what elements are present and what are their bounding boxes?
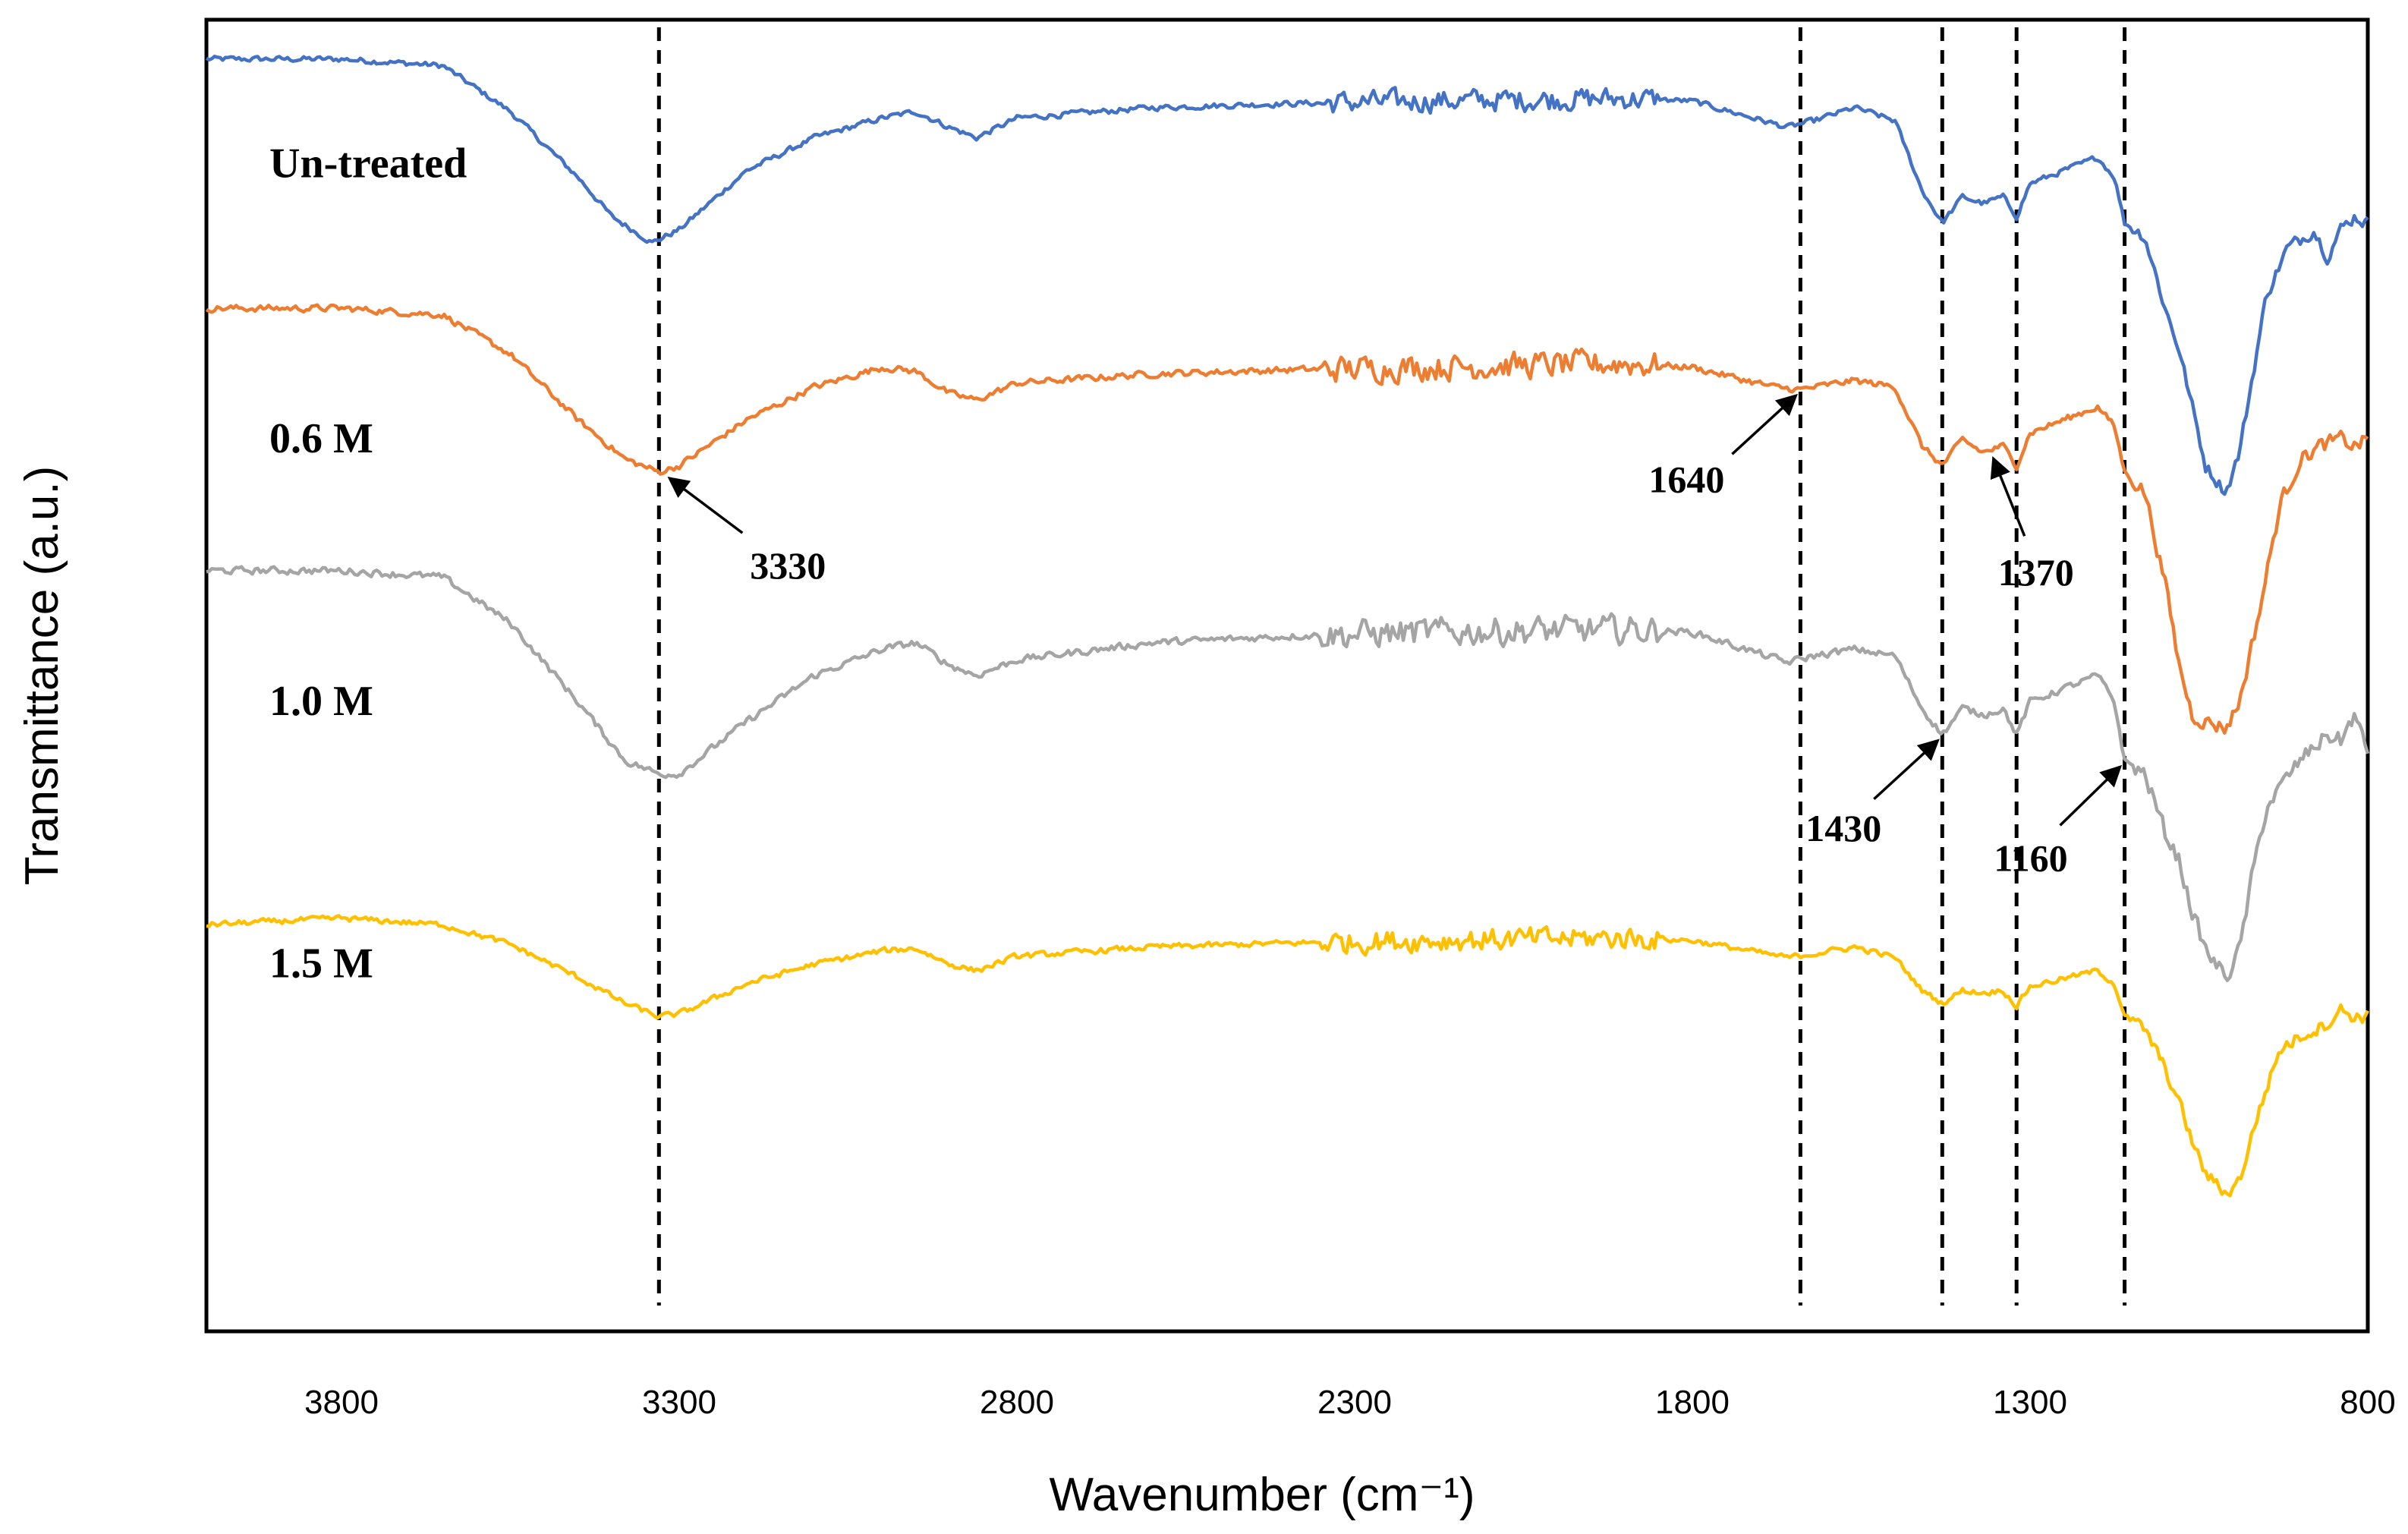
series-label-un-treated: Un-treated — [269, 140, 467, 187]
x-tick-label-2300: 2300 — [1317, 1384, 1392, 1421]
x-tick-label-3800: 3800 — [304, 1384, 379, 1421]
series-label-0-6-m: 0.6 M — [269, 415, 373, 462]
annotation-label-1430: 1430 — [1805, 807, 1881, 849]
series-line-1-5-m — [206, 914, 2370, 1198]
x-tick-label-2800: 2800 — [980, 1384, 1054, 1421]
plot-frame — [204, 17, 2370, 1334]
annotation-label-1160: 1160 — [1994, 836, 2067, 879]
annotations: 3330 1640 1370 1430 1160 — [667, 393, 2123, 879]
series-line-0-6-m — [205, 303, 2369, 735]
series-label-1-0-m: 1.0 M — [269, 678, 373, 725]
x-tick-label-1800: 1800 — [1655, 1384, 1730, 1421]
annotation-arrow-3330 — [667, 477, 744, 534]
series-label-1-5-m: 1.5 M — [269, 940, 373, 987]
annotation-arrow-1160 — [2059, 764, 2123, 827]
y-axis-title: Transmittance (a.u.) — [16, 466, 68, 885]
series-layer: Un-treated 0.6 M 1.0 M 1.5 M — [205, 55, 2370, 1198]
x-tick-label-3300: 3300 — [642, 1384, 716, 1421]
x-tick-label-1300: 1300 — [1993, 1384, 2067, 1421]
annotation-arrow-1430 — [1873, 739, 1940, 801]
annotation-label-1640: 1640 — [1648, 458, 1724, 500]
annotation-arrow-1370 — [1990, 455, 2026, 537]
annotation-arrow-1640 — [1731, 393, 1798, 455]
x-tick-label-800: 800 — [2340, 1384, 2395, 1421]
annotation-label-3330: 3330 — [750, 544, 826, 587]
series-line-1-0-m — [206, 565, 2370, 982]
reference-lines — [656, 27, 2127, 1306]
x-axis-ticks: 3800 3300 2800 2300 1800 1300 800 — [304, 1384, 2396, 1421]
annotation-label-1370: 1370 — [1998, 551, 2074, 594]
series-line-un-treated — [205, 55, 2369, 496]
x-axis-title: Wavenumber (cm⁻¹) — [1050, 1469, 1475, 1521]
